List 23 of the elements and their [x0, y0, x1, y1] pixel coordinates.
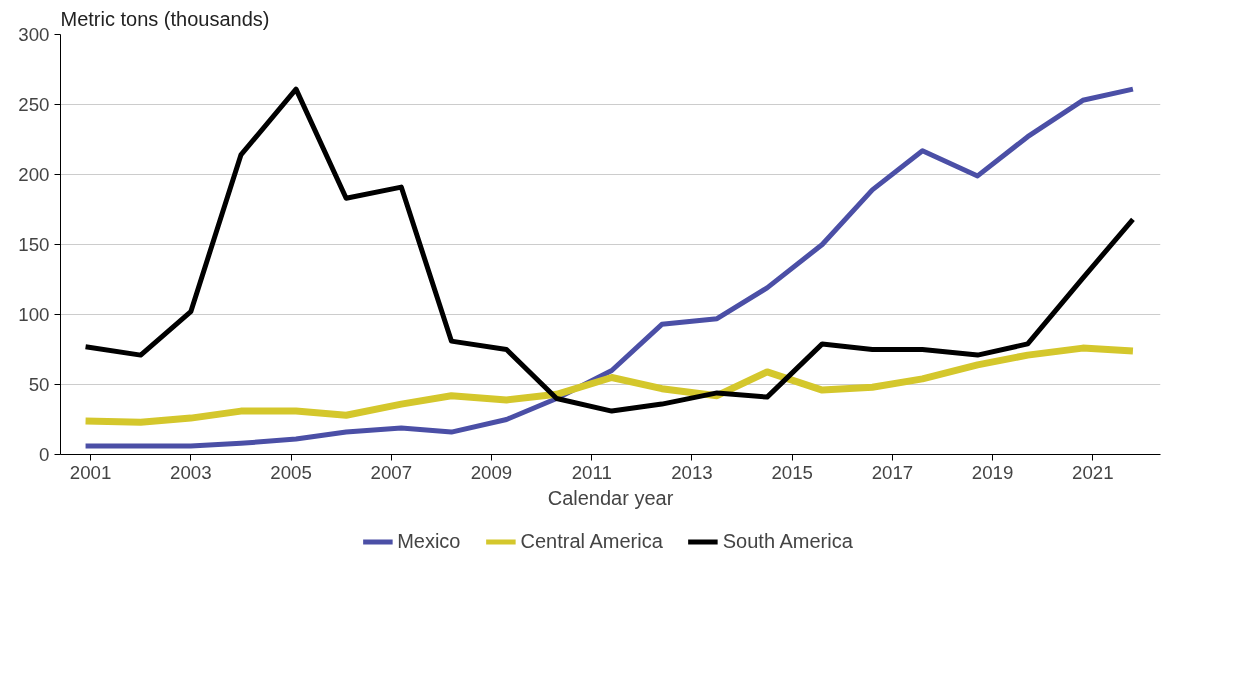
x-tick-label: 2015 — [771, 461, 813, 483]
x-tick-label: 2009 — [470, 461, 513, 483]
x-tick-label: 2001 — [69, 461, 112, 483]
legend-label: South America — [722, 529, 853, 553]
x-tick-label: 2017 — [871, 461, 914, 483]
x-tick-label: 2021 — [1072, 461, 1114, 483]
x-tick-label: 2007 — [370, 461, 413, 483]
x-tick-label: 2003 — [170, 461, 212, 483]
y-tick-label: 300 — [18, 24, 50, 45]
x-tick-label: 2013 — [671, 461, 713, 483]
y-tick-label: 50 — [28, 374, 50, 395]
y-tick-label: 100 — [18, 304, 50, 325]
y-tick-label: 150 — [18, 234, 50, 255]
x-tick-label: 2019 — [971, 461, 1014, 483]
x-tick-label: 2005 — [270, 461, 312, 483]
legend-label: Mexico — [397, 529, 461, 553]
x-tick-label: 2011 — [571, 461, 612, 483]
y-tick-label: 0 — [39, 444, 50, 465]
y-tick-label: 250 — [18, 94, 50, 115]
legend-label: Central America — [520, 529, 663, 553]
y-tick-label: 200 — [18, 164, 50, 185]
y-axis-title: Metric tons (thousands) — [60, 7, 270, 30]
x-axis-title: Calendar year — [547, 486, 674, 509]
